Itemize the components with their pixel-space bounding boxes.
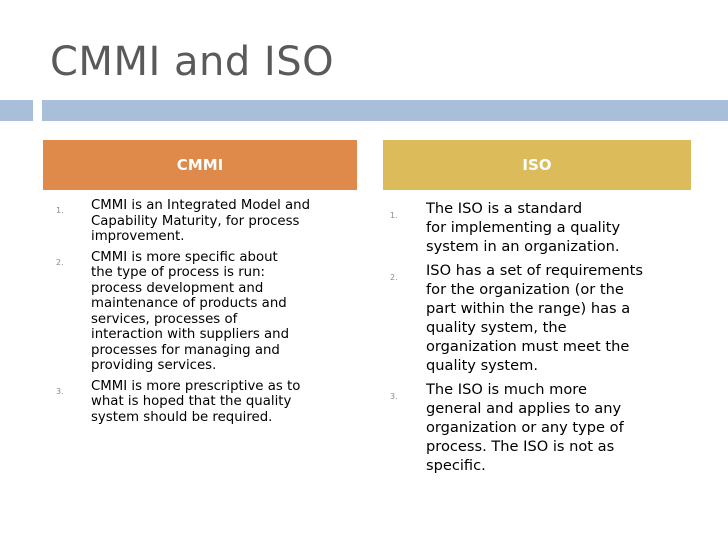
list-item-line: for the organization (or the: [426, 281, 624, 298]
list-item-line: Capability Maturity, for process: [91, 213, 300, 229]
list-item-number: 1.: [390, 211, 398, 220]
list-item-line: specific.: [426, 457, 486, 474]
list-item-line: process. The ISO is not as: [426, 438, 615, 455]
list-item-line: part within the range) has a: [426, 300, 631, 317]
list-item-line: for implementing a quality: [426, 219, 621, 236]
cmmi-column-header: CMMI: [43, 140, 357, 190]
title-bar: [42, 100, 728, 121]
list-item-line: CMMI is an Integrated Model and: [91, 198, 311, 213]
list-item-line: maintenance of products and: [91, 296, 287, 311]
list-item-number: 2.: [56, 257, 64, 267]
list-item-line: what is hoped that the quality: [91, 394, 292, 409]
list-item-line: The ISO is a standard: [426, 200, 583, 217]
title-bar-accent: [0, 100, 33, 121]
list-item-number: 3.: [390, 392, 398, 401]
list-item-line: CMMI is more prescriptive as to: [91, 378, 301, 394]
list-item-number: 2.: [390, 273, 398, 282]
cmmi-list-item: 1. CMMI is an Integrated Model and Capab…: [56, 198, 346, 245]
list-item-line: organization must meet the: [426, 338, 630, 355]
iso-list-item: 1. The ISO is a standard for implementin…: [390, 199, 690, 256]
iso-list-item: 3. The ISO is much more general and appl…: [390, 380, 690, 475]
list-item-line: the type of process is run:: [91, 265, 265, 280]
slide-title: CMMI and ISO: [50, 39, 335, 85]
iso-list-item: 2. ISO has a set of requirements for the…: [390, 261, 690, 375]
iso-item-list: 1. The ISO is a standard for implementin…: [390, 199, 690, 480]
cmmi-header-label: CMMI: [176, 156, 224, 174]
cmmi-list-item: 3. CMMI is more prescriptive as to what …: [56, 379, 346, 426]
list-item-line: quality system.: [426, 357, 538, 374]
list-item-line: CMMI is more specific about: [91, 249, 278, 265]
list-item-line: The ISO is much more: [426, 381, 587, 398]
list-item-line: providing services.: [91, 358, 217, 373]
iso-header-label: ISO: [522, 156, 552, 174]
list-item-line: system should be required.: [91, 409, 273, 425]
list-item-line: ISO has a set of requirements: [426, 262, 644, 279]
cmmi-item-list: 1. CMMI is an Integrated Model and Capab…: [56, 198, 346, 430]
list-item-line: general and applies to any: [426, 400, 622, 417]
list-item-line: quality system, the: [426, 319, 567, 336]
list-item-line: system in an organization.: [426, 238, 620, 255]
list-item-line: interaction with suppliers and: [91, 327, 290, 342]
list-item-line: organization or any type of: [426, 419, 624, 436]
list-item-line: processes for managing and: [91, 342, 280, 358]
iso-column-header: ISO: [383, 140, 691, 190]
list-item-number: 1.: [56, 206, 64, 215]
list-item-line: process development and: [91, 280, 264, 296]
list-item-number: 3.: [56, 386, 64, 396]
list-item-line: improvement.: [91, 229, 185, 244]
cmmi-list-item: 2. CMMI is more specific about the type …: [56, 250, 346, 374]
list-item-line: services, processes of: [91, 311, 238, 327]
